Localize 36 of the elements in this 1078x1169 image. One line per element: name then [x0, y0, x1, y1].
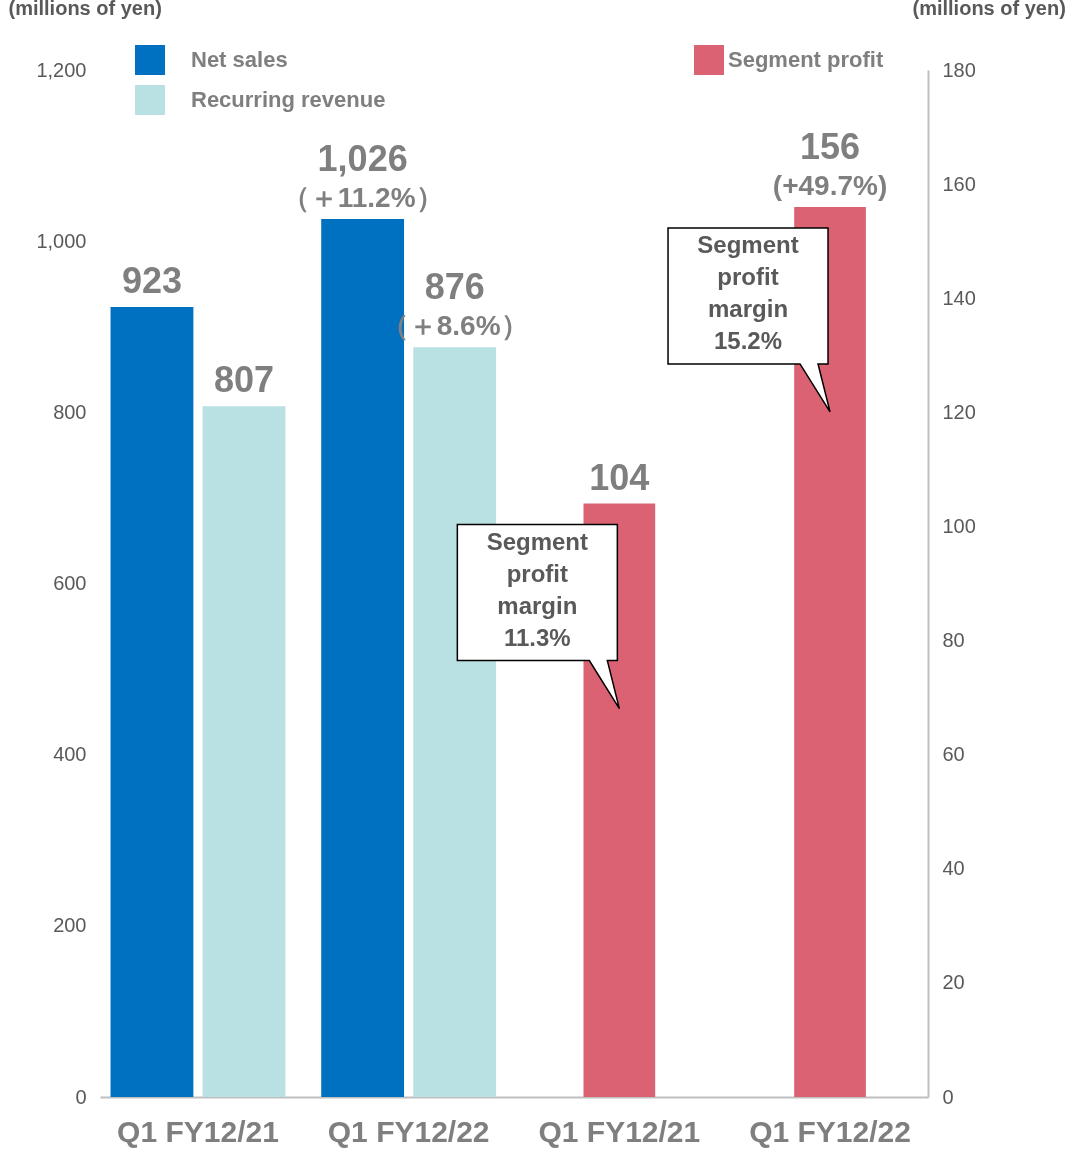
bar — [202, 406, 286, 1097]
legend-label: Segment profit — [728, 47, 884, 72]
y2-tick-label: 60 — [942, 743, 965, 766]
y2-tick-label: 120 — [942, 400, 976, 423]
annotation: Segment profit margin 15.2% — [697, 230, 799, 354]
y-tick-label: 600 — [53, 572, 87, 594]
x-tick-label: Q1 FY12/22 — [749, 1114, 911, 1148]
y-axis-title: (millions of yen) — [8, 0, 162, 19]
y2-tick-label: 180 — [942, 58, 976, 81]
data-label: 104 — [589, 456, 650, 498]
x-tick-label: Q1 FY12/21 — [117, 1114, 279, 1148]
y2-tick-label: 20 — [942, 971, 965, 994]
bar — [110, 307, 194, 1097]
x-tick-label: Q1 FY12/21 — [538, 1114, 701, 1148]
y2-tick-label: 160 — [942, 172, 976, 195]
y-tick-label: 800 — [53, 400, 87, 423]
y-tick-label: 200 — [53, 914, 87, 937]
annotation: Segment profit margin 11.3% — [486, 527, 589, 651]
y2-tick-label: 80 — [942, 629, 965, 652]
y-tick-label: 1,200 — [36, 58, 87, 81]
data-label: 156 (+49.7%) — [772, 125, 888, 201]
legend-label: Net sales — [191, 47, 288, 72]
y2-tick-label: 40 — [942, 857, 965, 880]
y-tick-label: 400 — [53, 743, 87, 766]
y2-axis-title: (millions of yen) — [912, 0, 1066, 19]
bar — [321, 218, 405, 1097]
text: 1,026 （＋11.2%） — [281, 137, 444, 213]
y2-tick-label: 100 — [942, 514, 976, 537]
data-label: 923 — [121, 260, 182, 302]
y2-tick-label: 140 — [942, 286, 976, 309]
data-label: 807 — [213, 359, 275, 401]
y-tick-label: 1,000 — [36, 229, 87, 252]
y2-tick-label: 0 — [942, 1085, 954, 1108]
x-tick-label: Q1 FY12/22 — [327, 1114, 490, 1148]
legend-label: Recurring revenue — [191, 87, 386, 112]
y-tick-label: 0 — [75, 1085, 87, 1108]
